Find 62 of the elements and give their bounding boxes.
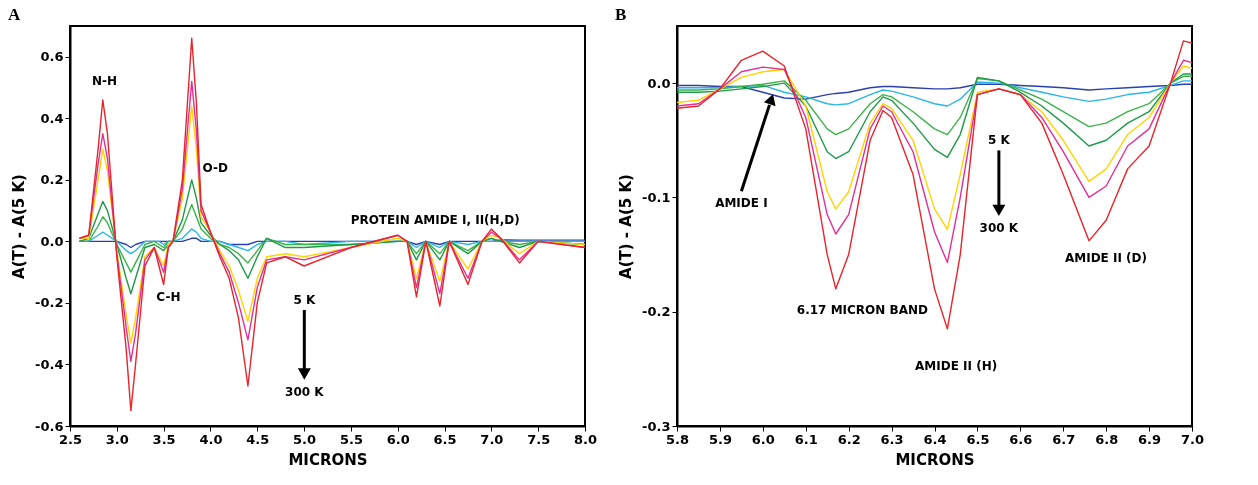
y-tick-label: -0.2 (35, 295, 64, 311)
annotation: AMIDE I (715, 196, 768, 211)
line-series (78, 105, 586, 344)
x-tick-label: 3.0 (105, 431, 129, 447)
y-tick-label: 0.2 (40, 172, 64, 188)
annotation: AMIDE II (D) (1064, 251, 1148, 265)
y-tick-label: -0.3 (642, 418, 671, 434)
chart-title: A (8, 5, 21, 24)
x-axis-title: MICRONS (288, 450, 368, 469)
x-tick-label: 5.9 (708, 431, 732, 447)
x-tick-label: 4.0 (199, 431, 223, 447)
x-tick-label: 7.0 (1180, 431, 1205, 447)
line-series (676, 65, 1193, 231)
x-tick-label: 6.5 (433, 431, 457, 447)
line-series (676, 40, 1193, 330)
annotation: PROTEIN AMIDE I, II(H,D) (350, 213, 520, 227)
annotation: AMIDE II (H) (915, 358, 998, 373)
line-series (676, 73, 1193, 160)
annotation: 5 K (987, 133, 1011, 148)
annotation: 5 K (293, 293, 316, 307)
chart-title: B (615, 5, 627, 24)
x-tick-label: 6.5 (966, 431, 990, 447)
x-tick-label: 6.0 (751, 431, 775, 447)
x-axis-title: MICRONS (895, 450, 975, 469)
y-tick-label: -0.1 (642, 189, 671, 205)
y-tick-label: 0.6 (40, 49, 64, 65)
x-tick-label: 8.0 (573, 431, 598, 447)
x-tick-label: 6.7 (1052, 431, 1076, 447)
annotation: O-D (202, 160, 228, 175)
x-tick-label: 6.0 (386, 431, 410, 447)
y-tick-label: -0.6 (35, 418, 64, 434)
x-tick-label: 6.9 (1138, 431, 1162, 447)
annotation: 300 K (285, 385, 325, 399)
x-tick-label: 6.3 (880, 431, 904, 447)
y-tick-label: 0.0 (40, 233, 64, 249)
line-series (78, 37, 586, 412)
y-tick-label: -0.2 (642, 304, 671, 320)
annotation: 300 K (979, 221, 1019, 236)
x-tick-label: 3.5 (152, 431, 176, 447)
annotation: C-H (156, 289, 181, 304)
line-series (676, 59, 1193, 264)
x-tick-label: 5.8 (665, 431, 690, 447)
x-tick-label: 4.5 (246, 431, 270, 447)
x-tick-label: 6.1 (794, 431, 818, 447)
line-series (676, 80, 1193, 107)
annotation: 6.17 MICRON BAND (796, 303, 928, 317)
x-tick-label: 7.5 (527, 431, 551, 447)
x-tick-label: 5.0 (293, 431, 317, 447)
x-tick-label: 2.5 (58, 431, 83, 447)
x-tick-label: 6.8 (1095, 431, 1119, 447)
line-series (676, 75, 1193, 136)
y-tick-label: 0.0 (647, 75, 671, 91)
y-tick-label: -0.4 (35, 356, 64, 372)
x-tick-label: 6.2 (837, 431, 861, 447)
y-tick-label: 0.4 (40, 110, 64, 126)
y-axis-title: A(T) - A(5 K) (10, 174, 29, 279)
x-tick-label: 6.6 (1009, 431, 1033, 447)
annotation: N-H (91, 74, 118, 89)
x-tick-label: 5.5 (339, 431, 363, 447)
y-axis-title: A(T) - A(5 K) (617, 174, 636, 279)
x-tick-label: 7.0 (480, 431, 504, 447)
x-tick-label: 6.4 (923, 431, 947, 447)
